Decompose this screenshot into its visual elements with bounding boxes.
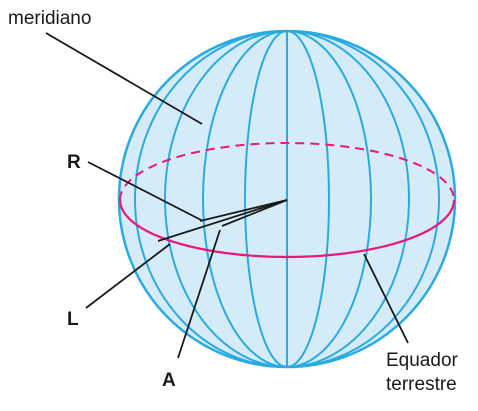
a-label: A xyxy=(162,370,176,391)
sphere xyxy=(119,31,455,367)
r-label: R xyxy=(67,152,81,173)
l-label: L xyxy=(67,309,79,330)
globe-diagram: meridiano R L A Equador terrestre xyxy=(0,0,478,406)
meridian-label: meridiano xyxy=(8,8,91,29)
equator-label: Equador xyxy=(386,350,459,371)
equator-label: terrestre xyxy=(386,374,457,395)
